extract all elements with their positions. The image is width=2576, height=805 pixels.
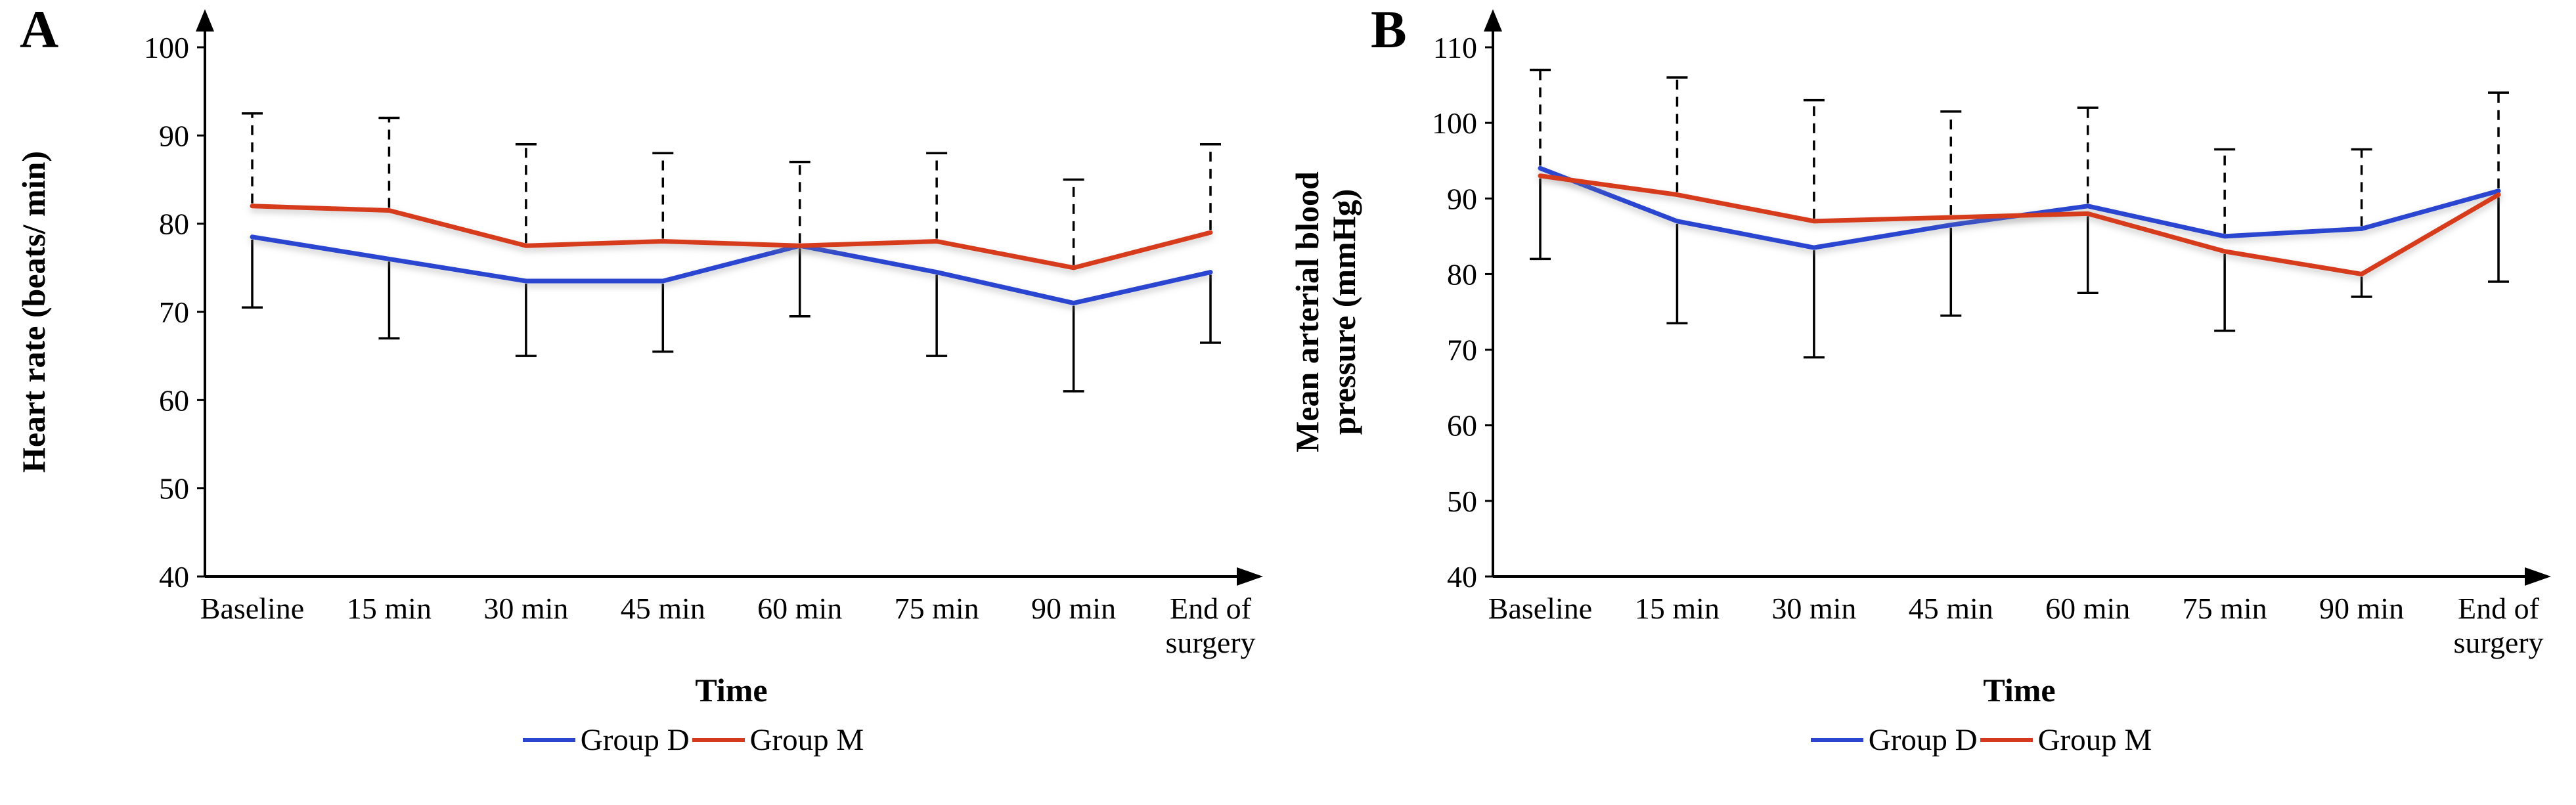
y-tick-label: 40 xyxy=(1447,560,1477,594)
x-category-label: 45 min xyxy=(621,592,705,625)
legend-label-group-m: Group M xyxy=(749,723,864,757)
x-category-label: 30 min xyxy=(483,592,568,625)
series-line-group-d xyxy=(250,234,1213,306)
legend-item-group-d: Group D xyxy=(1810,722,1978,758)
y-axis-arrow xyxy=(196,9,214,32)
series-line-group-m xyxy=(1538,173,2501,276)
heart-rate-line-chart: 40 50 60 70 80 90 100 Baseline 15 min 30 min 45 mi… xyxy=(15,9,1263,708)
legend-line-group-d xyxy=(1810,738,1863,742)
legend-heart-rate: Group D Group M xyxy=(0,722,1288,798)
y-tick-label: 100 xyxy=(144,31,189,64)
x-category-labels: Baseline 15 min 30 min 45 min 60 min 75 min 90… xyxy=(200,592,1256,659)
y-tick-label: 90 xyxy=(159,119,189,152)
x-category-label: 60 min xyxy=(757,592,842,625)
legend-label-group-m: Group M xyxy=(2037,723,2152,757)
legend-item-group-m: Group M xyxy=(692,722,864,758)
series-line-group-d xyxy=(1538,165,2501,250)
y-tick-label: 50 xyxy=(159,472,189,506)
panel-label-a: A xyxy=(20,0,59,59)
x-category-label: surgery xyxy=(1165,626,1255,659)
x-category-label: 90 min xyxy=(1031,592,1116,625)
y-tick-label: 60 xyxy=(159,383,189,417)
mean-arterial-pressure-line-chart: 40 50 60 70 80 90 100 110 Baseline 15 min 30 min 45… xyxy=(1289,9,2551,708)
y-axis-arrow xyxy=(1484,9,1502,32)
y-tick-label: 60 xyxy=(1447,409,1477,443)
y-tick-label: 80 xyxy=(1447,257,1477,291)
y-tick-label: 90 xyxy=(1447,182,1477,215)
x-category-label: Baseline xyxy=(1488,592,1592,625)
y-tick-label: 70 xyxy=(159,295,189,329)
x-category-label: 60 min xyxy=(2045,592,2130,625)
axes xyxy=(1492,28,2527,578)
y-tick-label: 100 xyxy=(1432,106,1477,140)
series-line-group-m xyxy=(250,204,1213,271)
y-axis-title: Mean arterial bloodpressure (mmHg) xyxy=(1289,171,1362,452)
y-tick-label: 40 xyxy=(159,560,189,594)
legend-label-group-d: Group D xyxy=(580,723,690,757)
x-category-labels: Baseline 15 min 30 min 45 min 60 min 75 min 90… xyxy=(1488,592,2544,659)
x-category-label: surgery xyxy=(2453,626,2543,659)
x-category-label: Baseline xyxy=(200,592,304,625)
x-axis-title: Time xyxy=(695,672,767,708)
legend-item-group-m: Group M xyxy=(1980,722,2152,758)
legend-label-group-d: Group D xyxy=(1868,723,1978,757)
x-category-label: 15 min xyxy=(1635,592,1720,625)
legend-item-group-d: Group D xyxy=(522,722,690,758)
x-category-label: 75 min xyxy=(2183,592,2267,625)
panel-label-b: B xyxy=(1371,0,1407,59)
y-axis-title: Heart rate (beats/ min) xyxy=(15,151,52,473)
legend-line-group-m xyxy=(1980,738,2033,742)
x-category-label: 75 min xyxy=(895,592,979,625)
legend-line-group-d xyxy=(522,738,575,742)
error-bars xyxy=(1530,68,2509,359)
x-category-label: 45 min xyxy=(1909,592,1993,625)
y-tick-label: 50 xyxy=(1447,485,1477,518)
x-category-label: 90 min xyxy=(2319,592,2404,625)
panel-mean-arterial-pressure: B 40 50 60 70 80 90 100 110 Baseline 15 min 30 min… xyxy=(1288,0,2576,805)
x-category-label: End of xyxy=(2458,592,2540,625)
x-axis-arrow xyxy=(2525,567,2551,586)
x-category-label: 15 min xyxy=(347,592,432,625)
y-tick-label: 80 xyxy=(159,207,189,241)
panel-heart-rate: A 40 50 60 70 80 90 100 Baseline 15 min 30 min 45 … xyxy=(0,0,1288,798)
axes xyxy=(204,28,1239,578)
x-category-label: 30 min xyxy=(1771,592,1856,625)
y-tick-label: 110 xyxy=(1433,31,1477,64)
y-axis-ticks: 40 50 60 70 80 90 100 xyxy=(144,31,205,594)
y-tick-label: 70 xyxy=(1447,334,1477,367)
x-category-label: End of xyxy=(1170,592,1252,625)
legend-line-group-m xyxy=(692,738,745,742)
x-axis-arrow xyxy=(1237,567,1263,586)
error-bars xyxy=(242,112,1221,393)
y-axis-ticks: 40 50 60 70 80 90 100 110 xyxy=(1432,31,1493,594)
legend-mean-arterial-pressure: Group D Group M xyxy=(1288,722,2576,798)
x-axis-title: Time xyxy=(1983,672,2055,708)
